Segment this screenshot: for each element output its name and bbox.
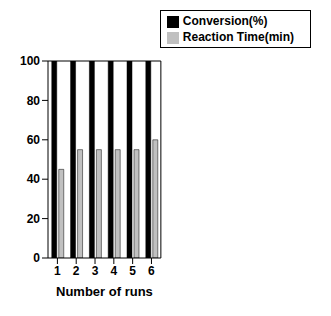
svg-text:80: 80 — [27, 94, 41, 108]
svg-text:6: 6 — [148, 264, 155, 278]
svg-text:4: 4 — [110, 264, 117, 278]
svg-text:2: 2 — [73, 264, 80, 278]
html-text:Reaction Time(min): Reaction Time(min) — [182, 30, 294, 44]
svg-text:0: 0 — [33, 251, 40, 265]
svg-text:Number of runs: Number of runs — [56, 284, 153, 299]
svg-text:40: 40 — [27, 172, 41, 186]
svg-text:60: 60 — [27, 133, 41, 147]
svg-text:100: 100 — [20, 54, 40, 68]
svg-text:5: 5 — [129, 264, 136, 278]
svg-text:3: 3 — [92, 264, 99, 278]
svg-text:1: 1 — [54, 264, 61, 278]
html-text:Conversion(%): Conversion(%) — [182, 14, 268, 28]
svg-text:20: 20 — [27, 212, 41, 226]
